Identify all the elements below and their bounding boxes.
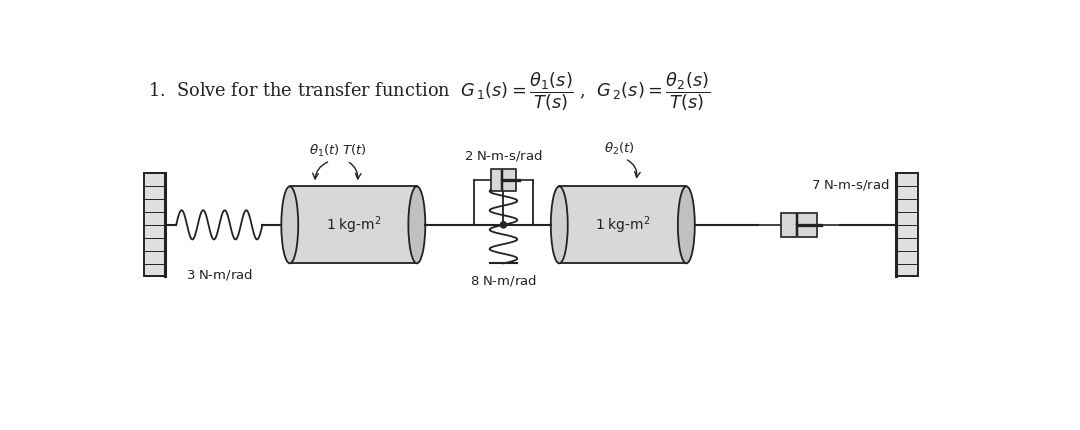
Bar xyxy=(490,169,516,191)
Text: $1\;\mathrm{kg{\text{-}}m^2}$: $1\;\mathrm{kg{\text{-}}m^2}$ xyxy=(595,214,650,236)
Bar xyxy=(896,173,918,276)
Ellipse shape xyxy=(551,186,568,263)
Text: 1.  Solve for the transfer function  $G_{\,1}(s) = \dfrac{\theta_1(s)}{T(s)}$ , : 1. Solve for the transfer function $G_{\… xyxy=(148,71,710,113)
Text: $1\;\mathrm{kg{\text{-}}m^2}$: $1\;\mathrm{kg{\text{-}}m^2}$ xyxy=(326,214,381,236)
Bar xyxy=(781,212,816,237)
Text: $7\;\mathrm{N{\text{-}}m{\text{-}}s/rad}$: $7\;\mathrm{N{\text{-}}m{\text{-}}s/rad}… xyxy=(811,177,890,192)
Text: $2\;\mathrm{N{\text{-}}m{\text{-}}s/rad}$: $2\;\mathrm{N{\text{-}}m{\text{-}}s/rad}… xyxy=(464,148,543,163)
Bar xyxy=(559,186,686,263)
Bar xyxy=(289,186,417,263)
Ellipse shape xyxy=(408,186,426,263)
Text: $\theta_2(t)$: $\theta_2(t)$ xyxy=(604,141,634,157)
Bar xyxy=(144,173,165,276)
Text: $3\;\mathrm{N{\text{-}}m/rad}$: $3\;\mathrm{N{\text{-}}m/rad}$ xyxy=(186,267,253,282)
Ellipse shape xyxy=(678,186,694,263)
Circle shape xyxy=(500,222,507,228)
Text: $\theta_1(t)\;T(t)$: $\theta_1(t)\;T(t)$ xyxy=(309,143,367,160)
Ellipse shape xyxy=(281,186,298,263)
Text: $8\;\mathrm{N{\text{-}}m/rad}$: $8\;\mathrm{N{\text{-}}m/rad}$ xyxy=(470,273,537,288)
